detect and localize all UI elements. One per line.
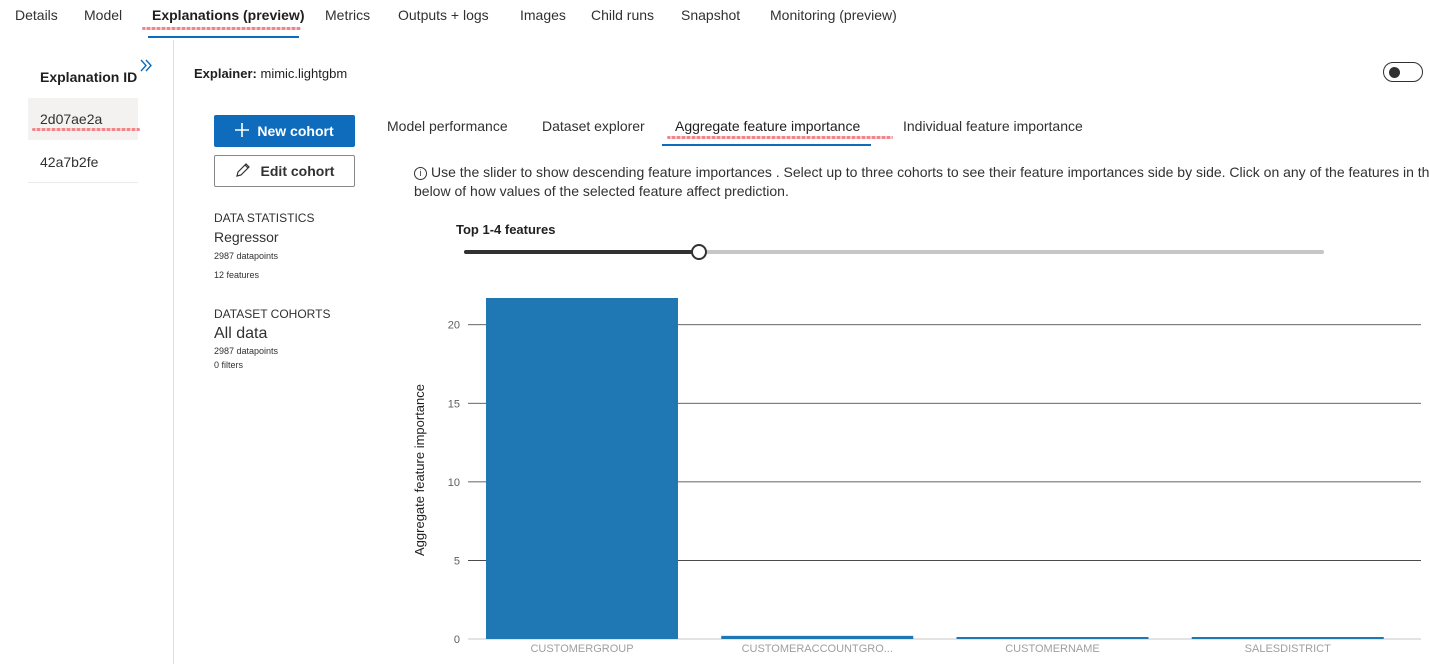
cohort-filters: 0 filters xyxy=(214,360,244,370)
tab-explanations[interactable]: Explanations (preview) xyxy=(152,7,305,23)
feature-importance-chart: 0 5 10 15 20 CUSTOMERGROUP CUSTOMERACCOUNTGRO… xyxy=(400,280,1429,664)
explainer-label: Explainer: xyxy=(194,66,257,81)
y-tick-label: 20 xyxy=(448,320,460,332)
new-cohort-button[interactable]: New cohort xyxy=(214,115,355,147)
chart-svg: 0 5 10 15 20 CUSTOMERGROUP CUSTOMERACCOUNTGRO… xyxy=(412,298,1421,655)
explanation-item-2d07ae2a[interactable]: 2d07ae2a xyxy=(28,98,140,140)
y-tick-label: 0 xyxy=(454,634,460,646)
tab-details[interactable]: Details xyxy=(15,7,58,23)
dataset-cohorts-heading: DATASET COHORTS xyxy=(214,307,331,321)
subtab-aggregate-feature-importance[interactable]: Aggregate feature importance xyxy=(675,118,861,134)
subtab-individual-feature-importance[interactable]: Individual feature importance xyxy=(903,118,1083,134)
y-axis-title: Aggregate feature importance xyxy=(412,384,427,556)
active-tab-indicator xyxy=(148,36,299,38)
tab-snapshot[interactable]: Snapshot xyxy=(681,7,741,23)
x-tick-label: SALESDISTRICT xyxy=(1245,643,1331,655)
edit-cohort-label: Edit cohort xyxy=(260,163,335,179)
tab-outputs-logs[interactable]: Outputs + logs xyxy=(398,7,489,23)
top-tab-nav: Details Model Explanations (preview) Met… xyxy=(0,0,1429,40)
cohort-name: All data xyxy=(214,325,268,342)
slider-thumb[interactable] xyxy=(691,244,707,260)
features-count: 12 features xyxy=(214,270,260,280)
slider-label: Top 1-4 features xyxy=(456,222,556,237)
pencil-icon xyxy=(235,162,251,181)
tab-model[interactable]: Model xyxy=(84,7,123,23)
model-type: Regressor xyxy=(214,229,279,245)
info-line-2: below of how values of the selected feat… xyxy=(414,183,789,199)
x-tick-label: CUSTOMERACCOUNTGRO... xyxy=(742,643,893,655)
explainer-info: Explainer: mimic.lightgbm xyxy=(194,66,347,81)
tab-images[interactable]: Images xyxy=(520,7,566,23)
x-tick-label: CUSTOMERGROUP xyxy=(530,643,633,655)
plus-icon xyxy=(235,122,250,140)
y-tick-label: 10 xyxy=(448,477,460,489)
top-features-slider[interactable] xyxy=(464,243,1324,261)
y-tick-label: 5 xyxy=(454,555,460,567)
bar-customeraccountgro[interactable] xyxy=(721,635,914,639)
bar-customername[interactable] xyxy=(956,637,1149,639)
explanation-item-label: 2d07ae2a xyxy=(40,111,103,127)
panel-divider xyxy=(173,40,174,664)
active-subtab-indicator xyxy=(662,144,871,146)
subtab-model-performance[interactable]: Model performance xyxy=(387,118,508,134)
explanation-item-label: 42a7b2fe xyxy=(40,154,99,170)
tab-metrics[interactable]: Metrics xyxy=(325,7,371,23)
info-text: i Use the slider to show descending featu… xyxy=(414,163,1429,201)
chevron-double-right-icon[interactable] xyxy=(138,58,154,74)
toggle-knob xyxy=(1389,66,1400,78)
edit-cohort-button[interactable]: Edit cohort xyxy=(214,155,355,187)
subtab-dataset-explorer[interactable]: Dataset explorer xyxy=(542,118,645,134)
annotation-underline xyxy=(32,128,140,131)
slider-fill xyxy=(464,250,699,254)
toggle-switch[interactable] xyxy=(1383,62,1423,82)
tab-monitoring[interactable]: Monitoring (preview) xyxy=(770,7,897,23)
x-tick-label: CUSTOMERNAME xyxy=(1005,643,1100,655)
explanation-id-title: Explanation ID xyxy=(40,69,138,85)
explanation-item-42a7b2fe[interactable]: 42a7b2fe xyxy=(28,141,138,183)
divider xyxy=(28,182,138,183)
data-statistics-heading: DATA STATISTICS xyxy=(214,211,315,225)
y-tick-label: 15 xyxy=(448,398,460,410)
slider-track xyxy=(464,250,1324,254)
explainer-value: mimic.lightgbm xyxy=(260,66,348,81)
tab-child-runs[interactable]: Child runs xyxy=(591,7,655,23)
cohort-datapoints: 2987 datapoints xyxy=(214,346,279,356)
annotation-underline xyxy=(667,136,893,139)
info-line-1: Use the slider to show descending featur… xyxy=(431,164,1429,180)
datapoints-count: 2987 datapoints xyxy=(214,251,279,261)
bar-customergroup[interactable] xyxy=(486,298,678,639)
bar-salesdistrict[interactable] xyxy=(1191,637,1384,639)
annotation-underline xyxy=(142,27,301,30)
info-icon: i xyxy=(414,167,427,180)
new-cohort-label: New cohort xyxy=(257,123,334,139)
